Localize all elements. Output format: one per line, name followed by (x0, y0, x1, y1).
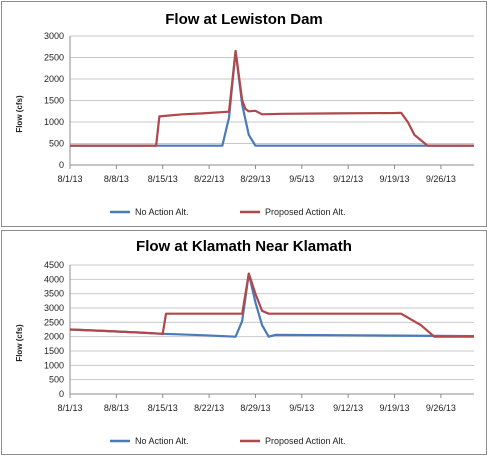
y-tick-label: 2000 (44, 74, 64, 84)
y-tick-label: 4000 (44, 274, 64, 284)
chart-title: Flow at Lewiston Dam (165, 11, 323, 28)
legend-label-no-action: No Action Alt. (135, 436, 189, 446)
y-tick-label: 1500 (44, 96, 64, 106)
legend-label-no-action: No Action Alt. (135, 207, 189, 217)
x-tick-label: 9/19/13 (380, 403, 410, 413)
x-tick-label: 8/29/13 (240, 174, 270, 184)
y-tick-label: 2500 (44, 317, 64, 327)
y-axis-label: Flow (cfs) (15, 324, 24, 362)
y-tick-label: 4500 (44, 260, 64, 270)
y-tick-label: 2500 (44, 53, 64, 63)
x-tick-label: 8/15/13 (148, 403, 178, 413)
y-tick-label: 0 (59, 389, 64, 399)
x-tick-label: 8/1/13 (57, 174, 82, 184)
chart-klamath-svg: Flow at Klamath Near Klamath Flow (cfs) … (15, 238, 475, 446)
plot-area: 0 500 1000 1500 2000 2500 3000 8/1/13 8/8/13 8/15… (44, 31, 474, 184)
x-tick-label: 9/26/13 (426, 174, 456, 184)
x-tick-label: 8/22/13 (194, 174, 224, 184)
x-tick-label: 9/19/13 (380, 174, 410, 184)
x-tick-label: 8/22/13 (194, 403, 224, 413)
chart-panel-klamath: Flow at Klamath Near Klamath Flow (cfs) … (1, 230, 487, 455)
legend: No Action Alt. Proposed Action Alt. (110, 207, 346, 217)
chart-panel-lewiston: Flow at Lewiston Dam Flow (cfs) 0 500 1000… (1, 1, 487, 227)
legend-label-proposed: Proposed Action Alt. (265, 436, 346, 446)
series-line-proposed (69, 272, 474, 338)
y-tick-label: 2000 (44, 332, 64, 342)
x-tick-label: 9/12/13 (333, 174, 363, 184)
chart-lewiston-svg: Flow at Lewiston Dam Flow (cfs) 0 500 1000… (15, 11, 474, 217)
legend-label-proposed: Proposed Action Alt. (265, 207, 346, 217)
plot-area: 0 500 1000 1500 2000 2500 3000 3500 4000 4500 8/1/… (44, 260, 475, 413)
y-tick-label: 0 (59, 160, 64, 170)
x-tick-label: 8/8/13 (104, 174, 129, 184)
x-tick-label: 8/1/13 (57, 403, 82, 413)
legend: No Action Alt. Proposed Action Alt. (110, 436, 346, 446)
x-tick-label: 9/12/13 (333, 403, 363, 413)
y-tick-label: 3000 (44, 303, 64, 313)
x-tick-label: 9/5/13 (289, 174, 314, 184)
x-tick-label: 8/8/13 (104, 403, 129, 413)
x-tick-label: 9/26/13 (426, 403, 456, 413)
y-tick-label: 1500 (44, 346, 64, 356)
y-tick-label: 500 (49, 139, 64, 149)
x-tick-label: 9/5/13 (289, 403, 314, 413)
y-axis-label: Flow (cfs) (15, 95, 24, 133)
x-tick-label: 8/29/13 (240, 403, 270, 413)
y-tick-label: 500 (49, 375, 64, 385)
series-line-no-action (69, 272, 475, 338)
y-tick-label: 1000 (44, 117, 64, 127)
series-line-proposed (70, 49, 474, 147)
y-tick-label: 1000 (44, 360, 64, 370)
y-tick-label: 3000 (44, 31, 64, 41)
chart-title: Flow at Klamath Near Klamath (136, 238, 352, 255)
x-tick-label: 8/15/13 (148, 174, 178, 184)
y-tick-label: 3500 (44, 289, 64, 299)
